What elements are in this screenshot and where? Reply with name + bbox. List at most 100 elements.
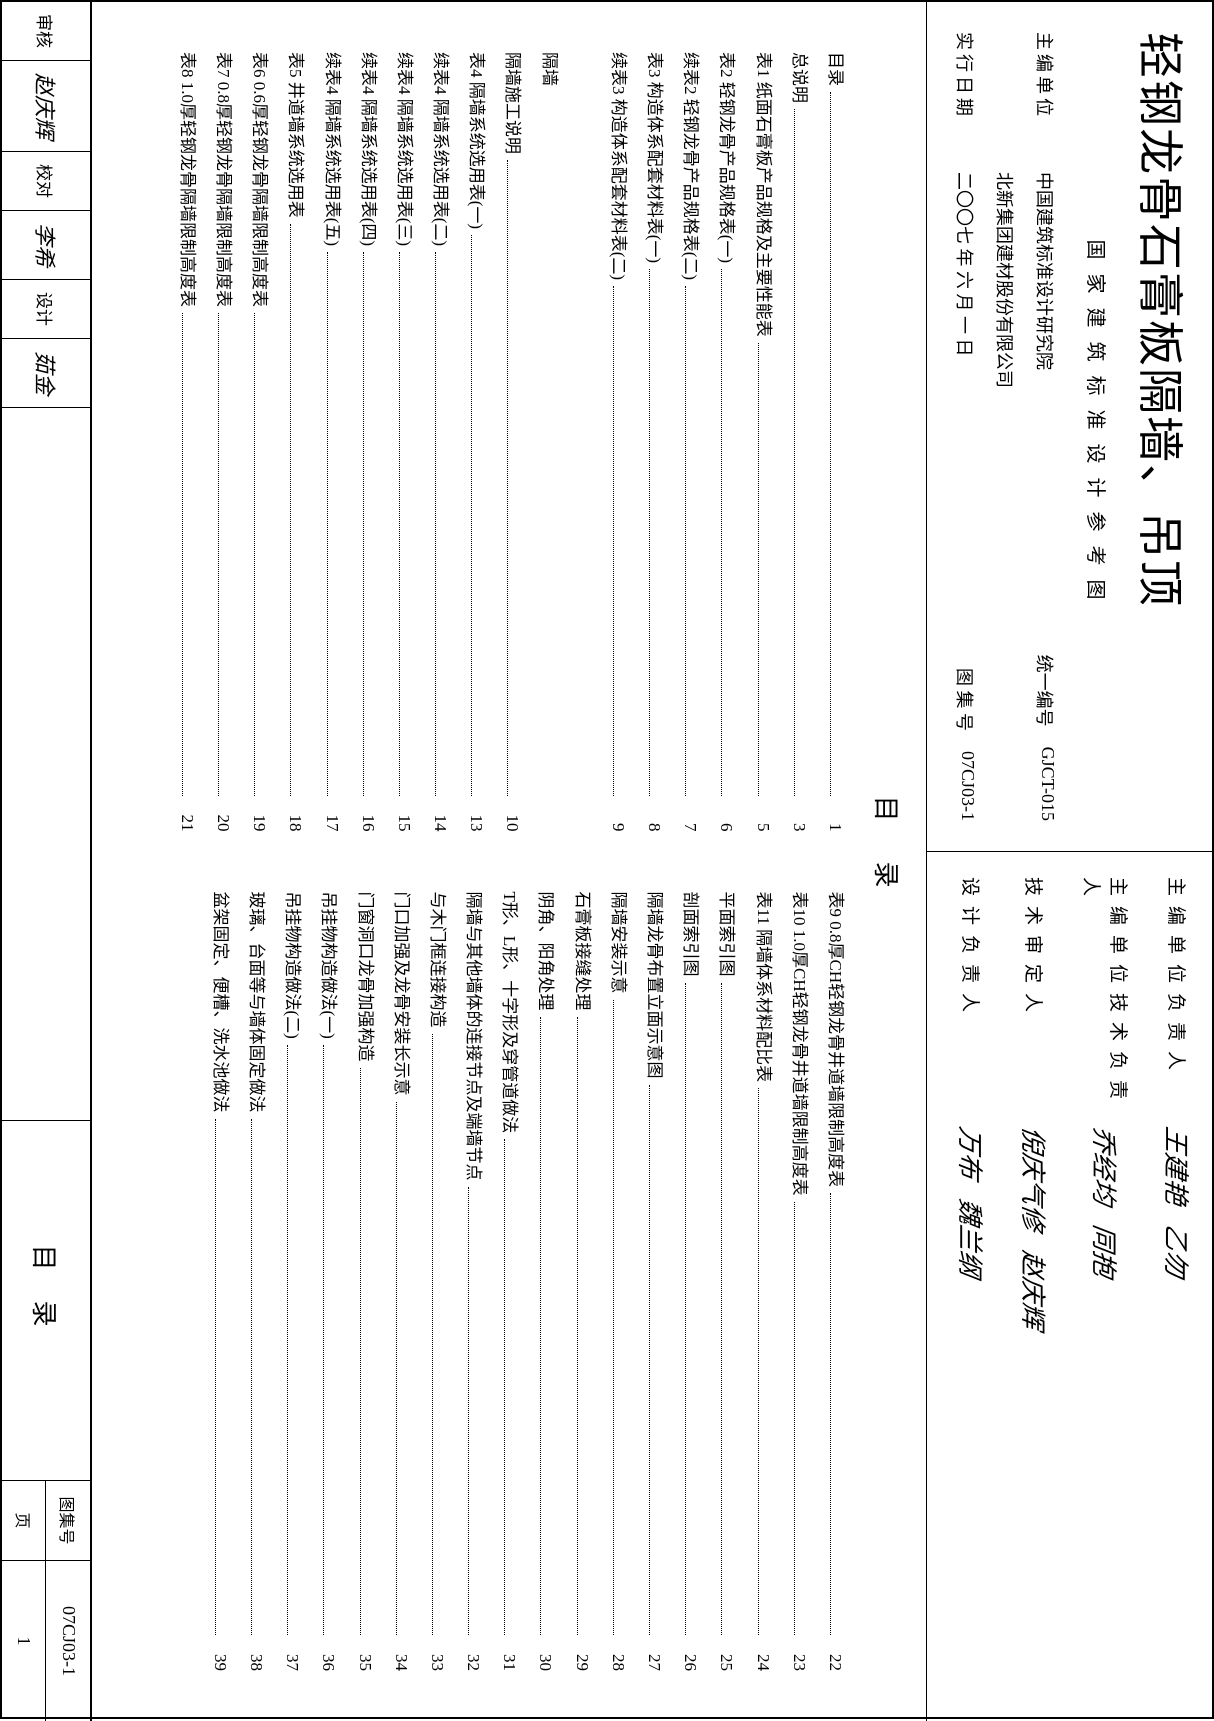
toc-text: 表9 0.8厚CH轻钢龙骨井道墙限制高度表 [822,892,849,1188]
toc-text: 续表3 构造体系配套材料表(二) [605,52,632,280]
signer-row: 主编单位技术负责人乔经均同抱 [1079,877,1133,1696]
toc-text: T形、L形、十字形及穿管道做法 [496,892,523,1134]
approver-label: 审核 [2,2,90,61]
approver-cells: 审核赵庆辉校对李希设计茹金 [2,2,90,1121]
toc-page-number: 29 [569,1641,596,1671]
footer-title: 目录 [2,1121,90,1481]
signature: 赵庆辉 [1016,1248,1053,1331]
subtitle: 国家建筑标准设计参考图 [1083,32,1112,821]
toc-dots [758,343,759,796]
toc-dots [685,286,686,795]
toc-dots [363,252,364,795]
signature: 万布 [953,1124,990,1181]
page-content: 轻钢龙骨石膏板隔墙、吊顶 国家建筑标准设计参考图 主编单位 中国建筑标准设计研究… [2,2,1214,1721]
toc-page-number: 27 [641,1641,668,1671]
toc-text: 续表4 隔墙系统选用表(五) [318,52,345,246]
toc-dots [435,252,436,795]
toc-dots [794,109,795,796]
toc-text: 表7 0.8厚轻钢龙骨隔墙限制高度表 [210,52,237,307]
page-value: 1 [2,1561,46,1721]
signer-label: 设计负责人 [958,877,985,1127]
toc-left-column: 目录1总说明3表1 纸面石膏板产品规格及主要性能表5表2 轻钢龙骨产品规格表(一… [112,52,849,832]
toc-dots [323,1045,324,1635]
toc-page-number: 34 [388,1641,415,1671]
toc-page-number: 1 [822,802,849,832]
toc-page-number: 10 [499,802,526,832]
signer-label: 技术审定人 [1021,877,1048,1127]
toc-entry: 续表4 隔墙系统选用表(四)16 [355,52,382,832]
toc-text: 门窗洞口龙骨加强构造 [351,892,378,1062]
toc-text: 表2 轻钢龙骨产品规格表(一) [713,52,740,263]
org-row: 主编单位 中国建筑标准设计研究院 统一编号 GJCT-015 [1032,32,1058,821]
main-title: 轻钢龙骨石膏板隔墙、吊顶 [1130,32,1196,821]
approver-signature: 茹金 [2,339,90,408]
toc-page-number: 28 [605,1641,632,1671]
toc-page-number: 26 [677,1641,704,1671]
toc-text: 吊挂物构造做法(一) [315,892,342,1039]
toc-text: 总说明 [786,52,813,103]
toc-dots [685,983,686,1636]
toc-page-number: 37 [279,1641,306,1671]
toc-page-number: 36 [315,1641,342,1671]
toc-text: 与木门框连接构造 [424,892,451,1028]
toc-page-number: 32 [460,1641,487,1671]
toc-entry: 阴角、阳角处理30 [532,892,559,1672]
toc-right-column: 表9 0.8厚CH轻钢龙骨井道墙限制高度表22表10 1.0厚CH轻钢龙骨井道墙… [112,892,849,1672]
toc-dots [794,1202,795,1635]
toc-entry: 表2 轻钢龙骨产品规格表(一) 6 [713,52,740,832]
toc-dots [508,160,509,796]
toc-dots [649,1085,650,1636]
toc-entry: 续表4 隔墙系统选用表(五)17 [318,52,345,832]
toc-text: 表8 1.0厚轻钢龙骨隔墙限制高度表 [174,52,201,307]
toc-dots [468,1187,469,1636]
toc-text: 盆架固定、便槽、洗水池做法 [207,892,234,1113]
toc-dots [215,1119,216,1636]
toc-entry: 目录1 [822,52,849,832]
toc-dots [182,313,183,796]
toc-dots [327,252,328,795]
date-value: 二〇〇七 年 六 月 一 日 [952,172,978,668]
toc-page-number: 7 [677,802,704,832]
toc-page-number: 21 [174,802,201,832]
date-label: 实行日期 [952,32,978,172]
toc-entry: 表8 1.0厚轻钢龙骨隔墙限制高度表 21 [174,52,201,832]
toc-dots [471,235,472,795]
toc-text: 剖面索引图 [677,892,704,977]
code-label: 图集号 [47,1481,91,1561]
toc-text: 表6 0.6厚轻钢龙骨隔墙限制高度表 [246,52,273,307]
toc-text: 表5 井道墙系统选用表 [282,52,309,218]
toc-entry: T形、L形、十字形及穿管道做法 31 [496,892,523,1672]
toc-page-number: 31 [496,1641,523,1671]
toc-text: 续表2 轻钢龙骨产品规格表(二) [677,52,704,280]
toc-text: 平面索引图 [713,892,740,977]
toc-page-number: 16 [355,802,382,832]
toc-dots [577,1017,578,1636]
toc-dots [613,1000,614,1636]
toc-entry: 续表3 构造体系配套材料表(二)9 [605,52,632,832]
toc-page-number: 25 [713,1641,740,1671]
toc-dots [218,313,219,796]
toc-text: 石膏板接缝处理 [569,892,596,1011]
toc-entry: 隔墙龙骨布置立面示意图27 [641,892,668,1672]
toc-text: 表10 1.0厚CH轻钢龙骨井道墙限制高度表 [786,892,813,1196]
toc-title: 目录 [869,52,906,1671]
toc-text: 表11 隔墙体系材料配比表 [749,892,776,1083]
signature: 王建艳 [1159,1124,1196,1207]
code2-label: 图 集 号 [952,668,978,731]
approver-signature: 李希 [2,211,90,280]
signer-label: 主编单位负责人 [1164,877,1191,1127]
toc-dots [399,252,400,795]
toc-page-number: 14 [427,802,454,832]
toc-page-number: 6 [713,802,740,832]
code2-value: 07CJ03-1 [952,751,978,821]
toc-page-number: 24 [749,1641,776,1671]
toc-page-number: 15 [391,802,418,832]
toc-page-number: 13 [463,802,490,832]
toc-page-number: 19 [246,802,273,832]
footer-codes: 图集号 07CJ03-1 页 1 [2,1481,90,1721]
toc-entry: 石膏板接缝处理 29 [569,892,596,1672]
toc-dots [396,1102,397,1636]
toc-entry: 隔墙与其他墙体的连接节点及端墙节点32 [460,892,487,1672]
toc-entry: 表10 1.0厚CH轻钢龙骨井道墙限制高度表23 [786,892,813,1672]
footer: 审核赵庆辉校对李希设计茹金 目录 图集号 07CJ03-1 页 1 [2,2,92,1721]
